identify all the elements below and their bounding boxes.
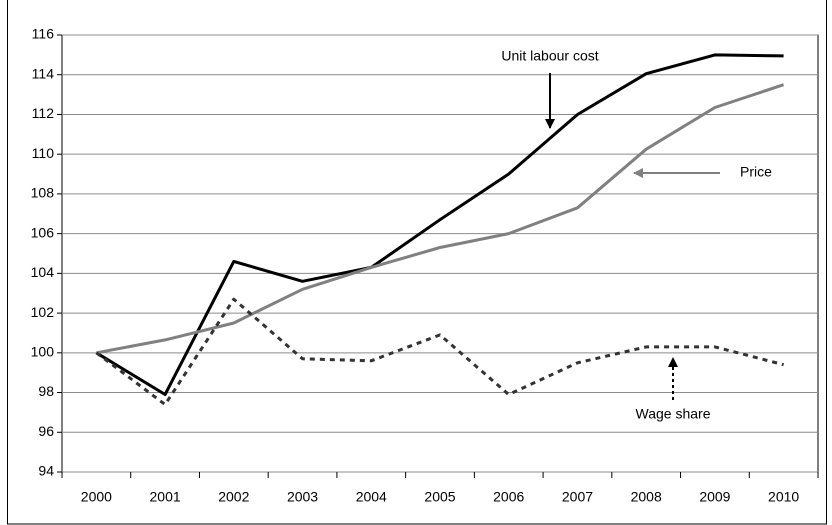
y-tick-label: 112 (32, 105, 55, 121)
x-tick-label: 2008 (631, 489, 662, 505)
x-tick-label: 2004 (356, 489, 387, 505)
y-tick-label: 98 (38, 383, 54, 399)
chart-frame (7, 0, 827, 525)
y-tick-label: 108 (31, 185, 55, 201)
y-tick-label: 102 (31, 304, 55, 320)
series-label: Unit labour cost (501, 48, 598, 64)
x-tick-label: 2007 (562, 489, 593, 505)
series-line (95, 297, 784, 406)
x-tick-label: 2009 (699, 489, 730, 505)
x-tick-label: 2002 (218, 489, 249, 505)
y-tick-label: 110 (32, 145, 55, 161)
y-tick-label: 100 (31, 344, 55, 360)
y-tick-label: 114 (32, 65, 55, 81)
x-tick-label: 2003 (287, 489, 318, 505)
x-tick-label: 2001 (150, 489, 181, 505)
x-tick-label: 2006 (493, 489, 524, 505)
series-line (95, 53, 784, 396)
y-tick-label: 94 (38, 463, 54, 479)
series-label: Price (740, 164, 772, 180)
y-tick-label: 116 (32, 26, 55, 42)
x-tick-label: 2005 (424, 489, 455, 505)
series-label: Wage share (636, 406, 711, 422)
series-line (96, 83, 785, 355)
y-tick-label: 96 (38, 423, 54, 439)
y-tick-label: 106 (31, 224, 55, 240)
x-tick-label: 2000 (81, 489, 112, 505)
y-tick-label: 104 (31, 264, 55, 280)
x-tick-label: 2010 (768, 489, 799, 505)
